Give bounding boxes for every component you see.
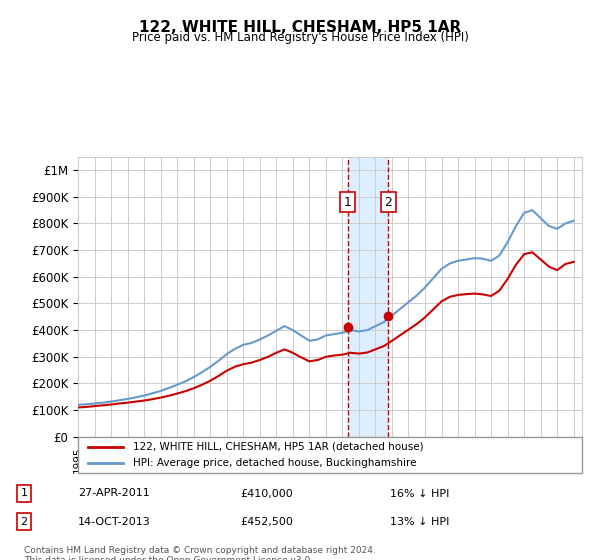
Text: £410,000: £410,000 xyxy=(240,488,293,498)
Bar xyxy=(347,157,388,437)
Text: Contains HM Land Registry data © Crown copyright and database right 2024.
This d: Contains HM Land Registry data © Crown c… xyxy=(24,546,376,560)
Text: £452,500: £452,500 xyxy=(240,517,293,527)
Text: 27-APR-2011: 27-APR-2011 xyxy=(78,488,150,498)
Text: Price paid vs. HM Land Registry's House Price Index (HPI): Price paid vs. HM Land Registry's House … xyxy=(131,31,469,44)
Text: 2: 2 xyxy=(20,517,28,527)
Text: 14-OCT-2013: 14-OCT-2013 xyxy=(78,517,151,527)
FancyBboxPatch shape xyxy=(78,437,582,473)
Text: 1: 1 xyxy=(344,195,352,209)
Text: 13% ↓ HPI: 13% ↓ HPI xyxy=(390,517,449,527)
Text: 122, WHITE HILL, CHESHAM, HP5 1AR (detached house): 122, WHITE HILL, CHESHAM, HP5 1AR (detac… xyxy=(133,442,424,452)
Text: HPI: Average price, detached house, Buckinghamshire: HPI: Average price, detached house, Buck… xyxy=(133,458,417,468)
Text: 16% ↓ HPI: 16% ↓ HPI xyxy=(390,488,449,498)
Text: 122, WHITE HILL, CHESHAM, HP5 1AR: 122, WHITE HILL, CHESHAM, HP5 1AR xyxy=(139,20,461,35)
Text: 1: 1 xyxy=(20,488,28,498)
Text: 2: 2 xyxy=(385,195,392,209)
